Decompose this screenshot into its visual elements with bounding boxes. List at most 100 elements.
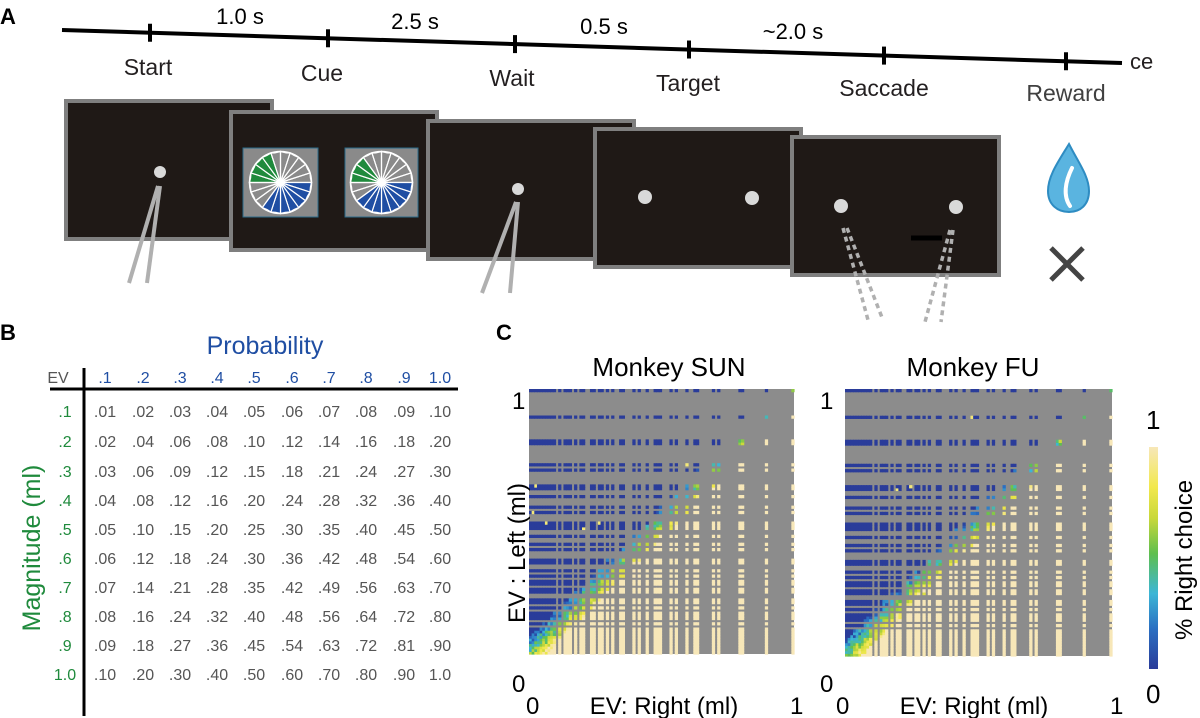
heatmap-cell <box>922 485 926 489</box>
heatmap-cell <box>611 651 615 655</box>
ev-cell: .06 <box>281 404 303 421</box>
heatmap-cell <box>738 587 742 591</box>
heatmap-cell <box>717 648 721 652</box>
heatmap-cell <box>605 616 610 621</box>
heatmap-cell <box>845 463 849 468</box>
heatmap-cell <box>1013 485 1017 489</box>
heatmap-cell <box>674 439 678 443</box>
heatmap-cell <box>656 643 660 647</box>
heatmap-cell <box>845 637 849 641</box>
heatmap-cell <box>552 415 557 419</box>
heatmap-cell <box>637 627 641 631</box>
heatmap-cell <box>874 535 878 540</box>
heatmap-cell <box>909 607 913 612</box>
heatmap-cell <box>674 598 678 602</box>
heatmap-cell <box>898 647 902 652</box>
heatmap-cell <box>914 653 918 657</box>
heatmap-cell <box>695 587 700 591</box>
heatmap-cell <box>879 607 883 612</box>
eye-trace-dashed <box>939 229 955 323</box>
heatmap-cell <box>935 522 940 526</box>
ev-cell: .90 <box>393 667 415 684</box>
heatmap-cell <box>882 562 886 566</box>
heatmap-cell <box>536 574 541 578</box>
heatmap-cell <box>863 615 867 620</box>
heatmap-cell <box>879 629 883 633</box>
heatmap-cell <box>858 634 862 638</box>
heatmap-cell <box>791 579 795 584</box>
heatmap-cell <box>544 640 549 644</box>
heatmap-cell <box>597 582 602 586</box>
heatmap-cell <box>711 630 716 634</box>
heatmap-cell <box>1010 639 1014 644</box>
ev-cell: .18 <box>169 551 191 568</box>
heatmap-cell <box>991 495 996 500</box>
heatmap-cell <box>890 599 894 604</box>
heatmap-cell <box>914 415 918 419</box>
heatmap-cell <box>658 389 663 393</box>
heatmap-cell <box>1029 602 1033 606</box>
heatmap-cell <box>653 587 657 591</box>
heatmap-cell <box>658 651 663 655</box>
heatmap-cell <box>619 640 623 644</box>
heatmap-cell <box>658 569 663 573</box>
heatmap-cell <box>853 525 857 529</box>
heatmap-cell <box>552 468 557 472</box>
heatmap-cell <box>866 637 870 641</box>
x-tick-min-sun: 0 <box>526 693 539 718</box>
heatmap-cell <box>973 599 977 604</box>
heatmap-cell <box>938 535 942 540</box>
heatmap-cell <box>619 590 623 594</box>
heatmap-cell <box>1029 562 1033 566</box>
heatmap-cell <box>619 558 623 562</box>
heatmap-cell <box>1055 645 1060 649</box>
heatmap-cell <box>656 510 660 515</box>
heatmap-cell <box>669 542 673 546</box>
heatmap-cell <box>973 581 977 585</box>
ev-cell: .20 <box>206 522 228 539</box>
heatmap-cell <box>885 562 889 566</box>
heatmap-cell <box>542 640 546 644</box>
heatmap-cell <box>874 637 878 641</box>
heatmap-cell <box>582 510 586 515</box>
heatmap-cell <box>658 627 663 631</box>
heatmap-cell <box>954 442 958 446</box>
heatmap-cell <box>1029 645 1033 649</box>
heatmap-cell <box>552 632 557 637</box>
heatmap-cell <box>529 611 533 615</box>
heatmap-cell <box>991 650 996 654</box>
heatmap-cell <box>558 611 562 615</box>
heatmap-cell <box>764 646 769 650</box>
heatmap-cell <box>1058 645 1062 649</box>
heatmap-cell <box>1002 613 1006 617</box>
heatmap-cell <box>861 511 865 516</box>
heatmap-cell <box>611 590 615 594</box>
probability-label: .7 <box>322 370 335 387</box>
heatmap-cell <box>845 487 849 492</box>
heatmap-cell <box>935 613 940 617</box>
heatmap-cell <box>658 598 663 602</box>
heatmap-cell <box>845 599 849 604</box>
heatmap-cell <box>855 642 859 646</box>
probability-label: .1 <box>98 370 111 387</box>
heatmap-cell <box>895 618 899 622</box>
ev-cell: .80 <box>429 609 451 626</box>
heatmap-cell <box>658 439 663 443</box>
heatmap-cell <box>1034 583 1038 588</box>
heatmap-cell <box>949 650 953 654</box>
heatmap-cell <box>890 615 894 620</box>
heatmap-cell <box>986 487 990 492</box>
heatmap-cell <box>1109 613 1113 617</box>
heatmap-cell <box>962 506 966 510</box>
heatmap-cell <box>637 389 641 393</box>
heatmap-cell <box>869 463 873 468</box>
heatmap-cell <box>536 542 541 546</box>
heatmap-cell <box>949 487 953 492</box>
heatmap-cell <box>550 579 554 584</box>
heatmap-cell <box>863 535 867 540</box>
heatmap-cell <box>621 526 625 531</box>
heatmap-cell <box>850 634 854 638</box>
heatmap-cell <box>531 521 535 525</box>
heatmap-cell <box>855 389 859 393</box>
heatmap-cell <box>1002 589 1006 593</box>
